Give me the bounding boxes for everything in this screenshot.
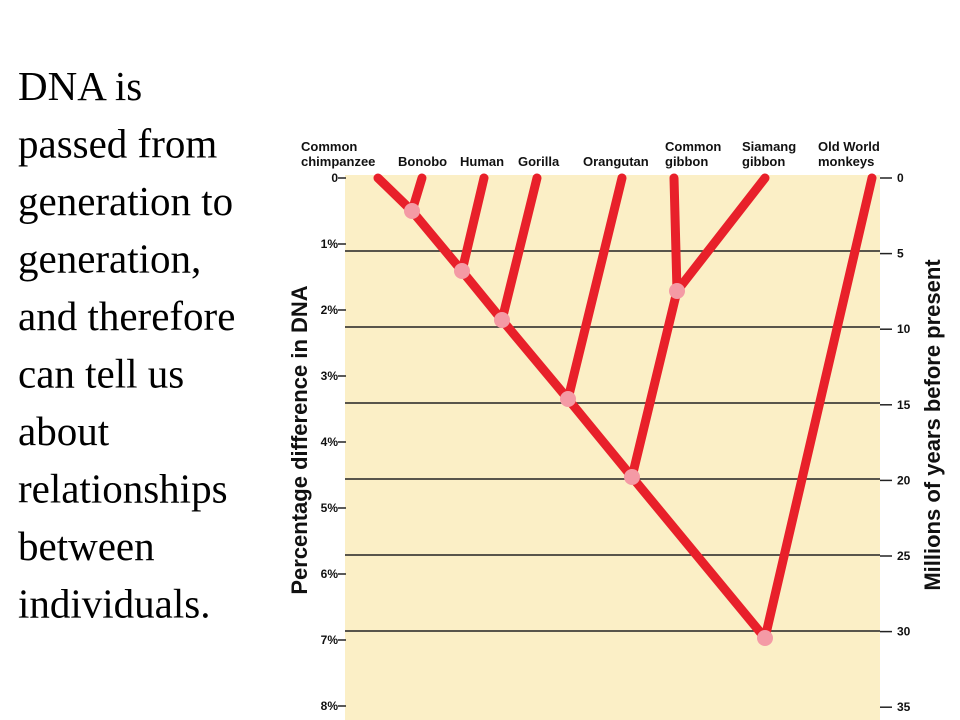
branch <box>457 173 489 276</box>
slide-text-line: individuals. <box>18 581 210 627</box>
right-tick-label: 15 <box>897 398 911 412</box>
node <box>624 469 640 485</box>
slide-text-line: generation, <box>18 236 201 282</box>
slide-text-line: passed from <box>18 121 217 167</box>
tree <box>373 173 877 646</box>
slide-text-line: about <box>18 408 110 454</box>
species-label: Gorilla <box>518 154 560 169</box>
node <box>454 263 470 279</box>
left-tick-label: 2% <box>321 303 339 317</box>
node <box>404 203 420 219</box>
branch <box>760 173 877 643</box>
right-tick-label: 5 <box>897 247 904 261</box>
species-label: Bonobo <box>398 154 447 169</box>
left-tick-label: 3% <box>321 369 339 383</box>
species-label: monkeys <box>818 154 874 169</box>
slide-text-line: can tell us <box>18 351 184 397</box>
slide-text-line: and therefore <box>18 293 235 339</box>
species-label: Siamang <box>742 139 796 154</box>
left-tick-label: 8% <box>321 699 339 713</box>
slide-text-line: between <box>18 523 155 569</box>
grid <box>345 250 880 632</box>
left-tick-label: 4% <box>321 435 339 449</box>
right-tick-label: 0 <box>897 171 904 185</box>
species-label: gibbon <box>742 154 785 169</box>
species-label: Common <box>301 139 357 154</box>
left-tick-label: 7% <box>321 633 339 647</box>
right-tick-label: 25 <box>897 549 911 563</box>
species-label: Old World <box>818 139 880 154</box>
right-axis-title: Millions of years before present <box>920 259 945 591</box>
species-label: Common <box>665 139 721 154</box>
branch <box>497 173 542 325</box>
slide-text-line: generation to <box>18 178 233 224</box>
left-tick-label: 5% <box>321 501 339 515</box>
node <box>669 283 685 299</box>
node <box>494 312 510 328</box>
left-axis-title: Percentage difference in DNA <box>287 285 312 594</box>
slide-text-line: relationships <box>18 466 228 512</box>
node <box>757 630 773 646</box>
species-label: Orangutan <box>583 154 649 169</box>
species-label: chimpanzee <box>301 154 375 169</box>
species-label: Human <box>460 154 504 169</box>
left-tick-label: 6% <box>321 567 339 581</box>
right-tick-label: 30 <box>897 625 911 639</box>
right-tick-label: 35 <box>897 700 911 714</box>
right-tick-label: 20 <box>897 473 911 487</box>
left-tick-label: 1% <box>321 237 339 251</box>
left-tick-label: 0 <box>331 171 338 185</box>
right-tick-label: 10 <box>897 322 911 336</box>
branch <box>563 173 627 404</box>
node <box>560 391 576 407</box>
species-label: gibbon <box>665 154 708 169</box>
branch <box>672 173 770 296</box>
slide-text-line: DNA is <box>18 63 142 109</box>
